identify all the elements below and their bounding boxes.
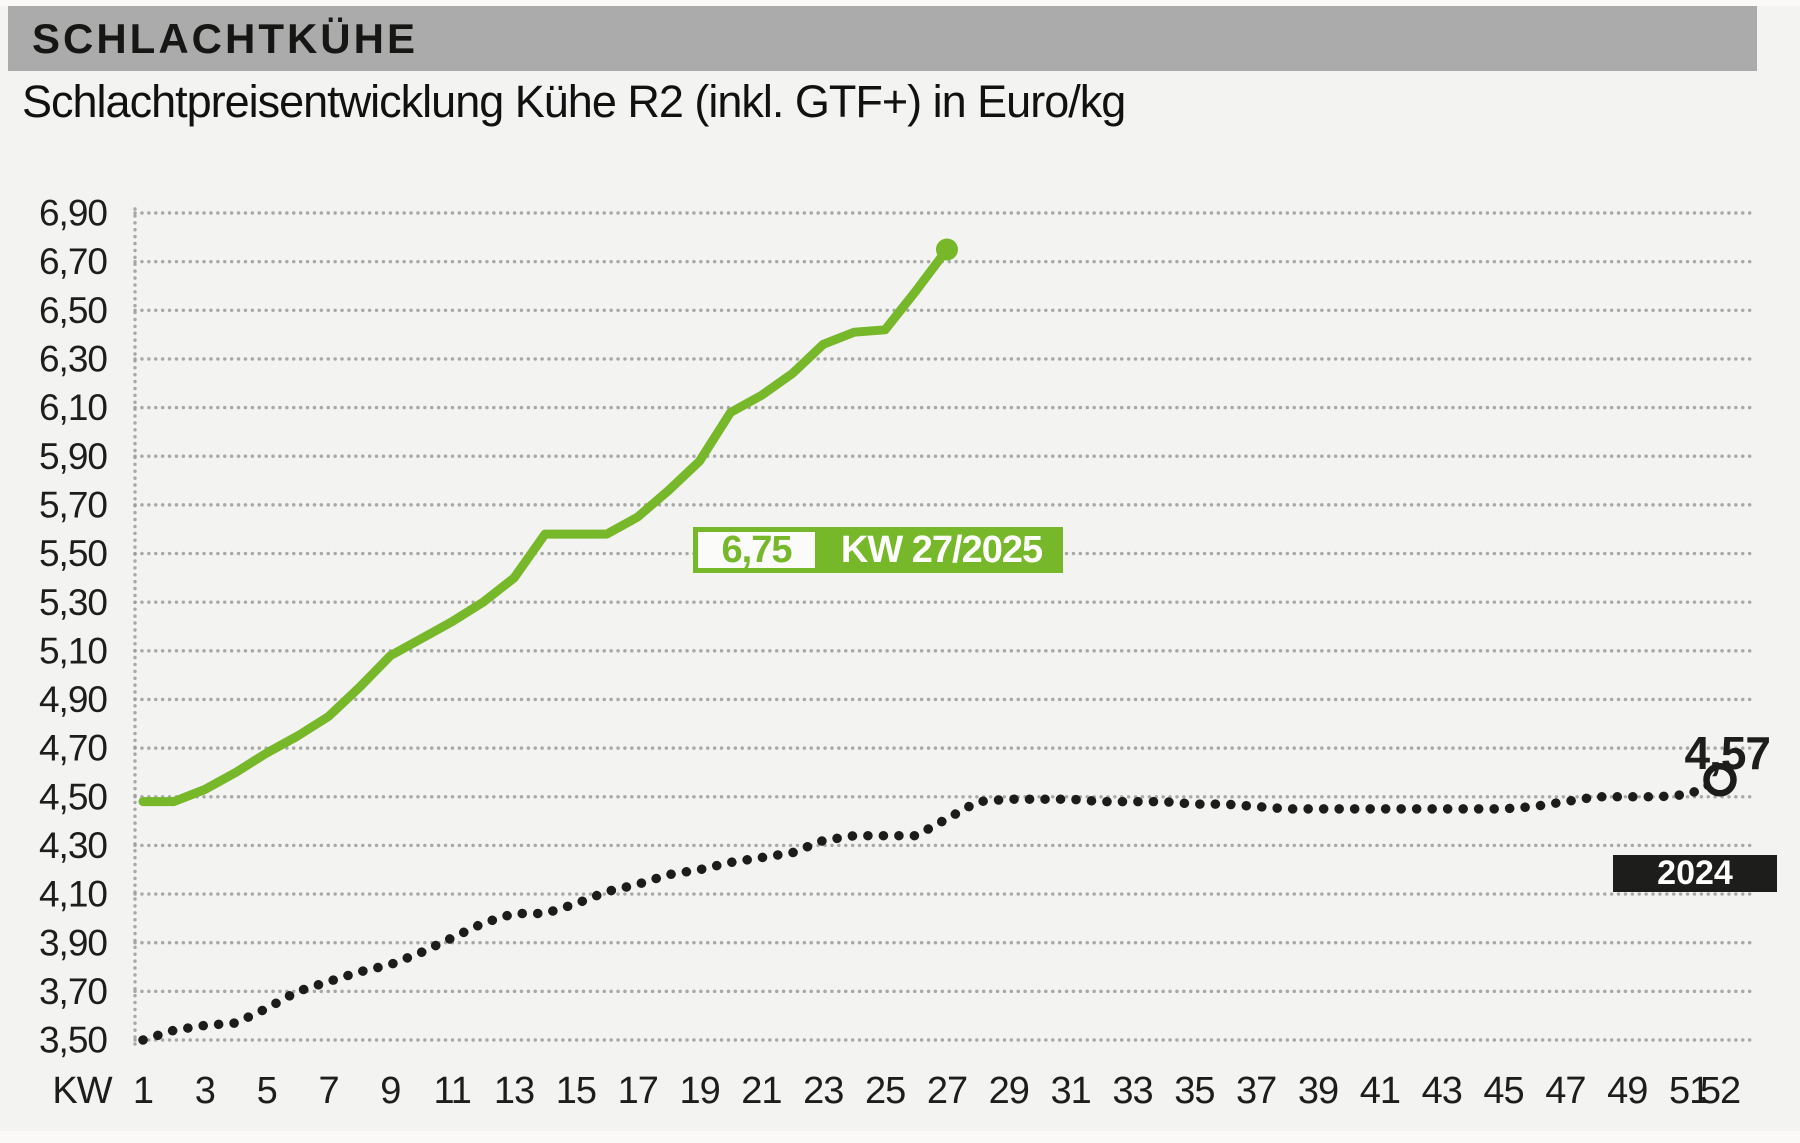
x-tick-label: 33 bbox=[1112, 1070, 1152, 1112]
y-tick-label: 6,50 bbox=[39, 290, 107, 331]
x-tick-label: 11 bbox=[433, 1070, 470, 1112]
y-tick-label: 6,30 bbox=[39, 339, 107, 380]
x-tick-label: 49 bbox=[1607, 1070, 1647, 1112]
x-tick-label: 29 bbox=[989, 1070, 1029, 1112]
page-top-margin bbox=[0, 0, 1800, 6]
section-title: SCHLACHTKÜHE bbox=[32, 14, 418, 62]
x-tick-label: 43 bbox=[1422, 1070, 1462, 1112]
x-tick-label: 35 bbox=[1174, 1070, 1214, 1112]
x-tick-label: 45 bbox=[1483, 1070, 1523, 1112]
x-tick-label: 27 bbox=[927, 1070, 967, 1112]
series-2024-line bbox=[138, 774, 1725, 1045]
x-tick-label: 7 bbox=[318, 1070, 338, 1112]
x-tick-label: 15 bbox=[556, 1070, 596, 1112]
x-tick-label: 37 bbox=[1236, 1070, 1276, 1112]
x-tick-label: 31 bbox=[1051, 1070, 1091, 1112]
x-tick-label: 19 bbox=[679, 1070, 719, 1112]
y-tick-label: 6,70 bbox=[39, 241, 107, 282]
y-tick-label: 5,70 bbox=[39, 484, 107, 525]
series-2024-year-badge: 2024 bbox=[1613, 854, 1777, 892]
y-tick-label: 5,50 bbox=[39, 533, 107, 574]
y-tick-label: 5,90 bbox=[39, 436, 107, 477]
x-tick-label: 52 bbox=[1700, 1070, 1740, 1112]
current-price-box: 6,75 bbox=[693, 527, 820, 573]
y-tick-label: 4,30 bbox=[39, 825, 107, 866]
x-tick-label: 3 bbox=[195, 1070, 215, 1112]
x-tick-label: 39 bbox=[1298, 1070, 1338, 1112]
x-tick-label: 17 bbox=[618, 1070, 658, 1112]
x-tick-label: 25 bbox=[865, 1070, 905, 1112]
series-2025-endpoint-dot bbox=[935, 238, 958, 261]
series-2024-end-value: 4,57 bbox=[1684, 727, 1771, 779]
x-tick-label: 13 bbox=[494, 1070, 534, 1112]
x-tick-label: 21 bbox=[741, 1070, 781, 1112]
y-tick-label: 4,70 bbox=[39, 728, 107, 769]
x-tick-label: 47 bbox=[1545, 1070, 1585, 1112]
x-tick-label: 9 bbox=[380, 1070, 400, 1112]
x-axis-prefix: KW bbox=[52, 1070, 112, 1112]
y-tick-label: 5,30 bbox=[39, 582, 107, 623]
x-tick-label: 1 bbox=[133, 1070, 153, 1112]
y-tick-label: 6,90 bbox=[39, 193, 107, 234]
y-tick-label: 3,70 bbox=[39, 971, 107, 1012]
y-tick-label: 4,50 bbox=[39, 776, 107, 817]
y-tick-label: 3,50 bbox=[39, 1020, 107, 1061]
section-header-bar: SCHLACHTKÜHE bbox=[8, 6, 1757, 71]
chart-title: Schlachtpreisentwicklung Kühe R2 (inkl. … bbox=[22, 76, 1126, 127]
y-tick-label: 4,90 bbox=[39, 679, 107, 720]
current-week-box: KW 27/2025 bbox=[820, 527, 1063, 573]
x-tick-label: 51 bbox=[1669, 1070, 1709, 1112]
page-bottom-margin bbox=[0, 1131, 1800, 1143]
y-tick-label: 3,90 bbox=[39, 922, 107, 963]
x-tick-label: 41 bbox=[1360, 1070, 1400, 1112]
x-tick-label: 5 bbox=[257, 1070, 277, 1112]
y-tick-label: 5,10 bbox=[39, 630, 107, 671]
y-tick-label: 4,10 bbox=[39, 874, 107, 915]
series-2025-line bbox=[138, 245, 952, 807]
series-2025-current-label: 6,75 KW 27/2025 bbox=[693, 527, 1063, 573]
series-2024-endpoint-circle bbox=[1703, 762, 1737, 797]
y-tick-label: 6,10 bbox=[39, 387, 107, 428]
x-tick-label: 23 bbox=[803, 1070, 843, 1112]
